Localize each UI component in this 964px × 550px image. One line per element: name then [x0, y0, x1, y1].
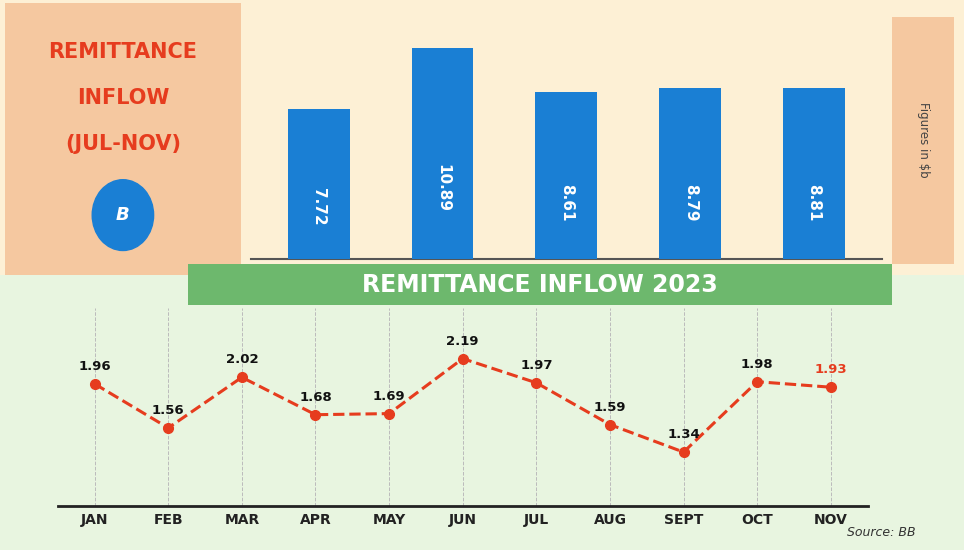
Text: 1.34: 1.34 [667, 428, 700, 441]
Text: 7.72: 7.72 [311, 188, 326, 226]
Text: 1.69: 1.69 [373, 389, 406, 403]
Text: 10.89: 10.89 [435, 164, 450, 212]
Text: 8.81: 8.81 [807, 184, 821, 221]
Text: 8.61: 8.61 [559, 184, 574, 222]
Text: 1.56: 1.56 [152, 404, 184, 417]
Text: 2.02: 2.02 [226, 353, 258, 366]
Bar [659, 89, 721, 258]
Text: 1.98: 1.98 [741, 358, 773, 371]
Text: 1.97: 1.97 [521, 359, 552, 372]
Text: REMITTANCE INFLOW 2023: REMITTANCE INFLOW 2023 [362, 273, 718, 296]
Text: 1.59: 1.59 [594, 400, 627, 414]
Text: 2.19: 2.19 [446, 334, 479, 348]
Text: REMITTANCE: REMITTANCE [48, 42, 198, 62]
Text: Figures in $b: Figures in $b [917, 102, 929, 178]
Text: Source: BB: Source: BB [847, 526, 916, 539]
Circle shape [93, 180, 153, 250]
Text: 8.79: 8.79 [683, 184, 698, 221]
Text: 1.68: 1.68 [299, 390, 332, 404]
Text: INFLOW: INFLOW [77, 88, 169, 108]
Text: 1.93: 1.93 [815, 363, 847, 376]
Text: B: B [116, 206, 130, 224]
FancyBboxPatch shape [0, 0, 246, 280]
Bar [783, 88, 844, 258]
Bar [412, 48, 473, 258]
Text: (JUL-NOV): (JUL-NOV) [65, 134, 181, 155]
Bar [535, 92, 598, 258]
Bar [288, 109, 350, 258]
Text: 1.96: 1.96 [78, 360, 111, 373]
